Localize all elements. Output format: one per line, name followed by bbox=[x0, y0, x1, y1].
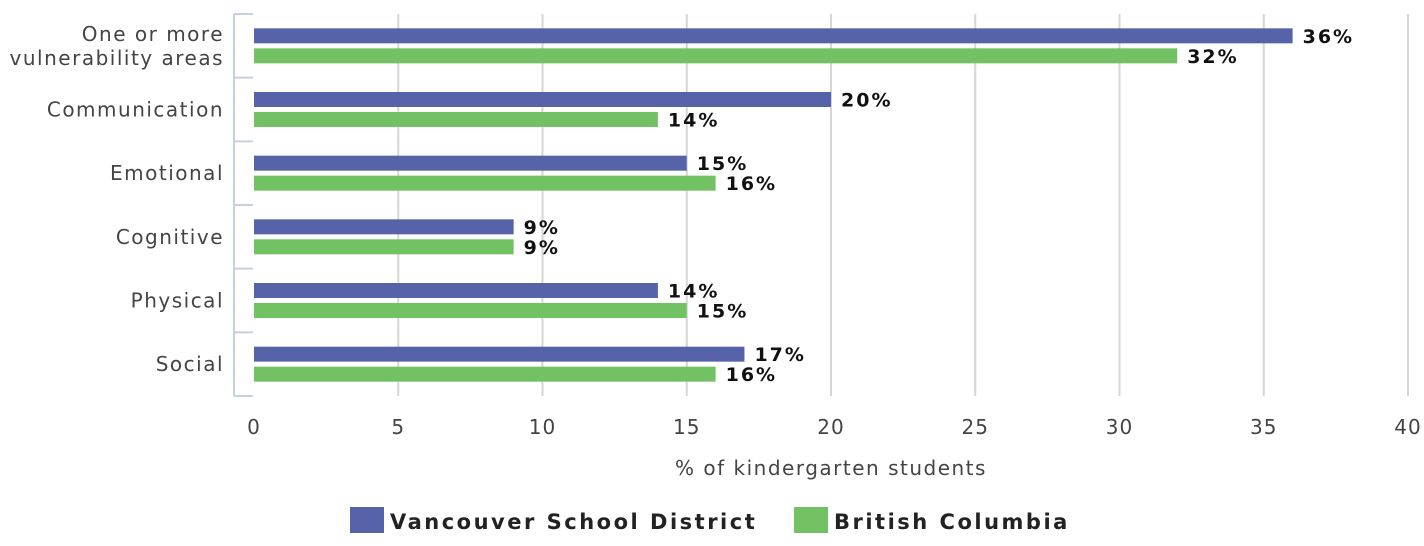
bar-bc bbox=[254, 48, 1178, 64]
data-label: 9% bbox=[524, 217, 560, 239]
legend-swatch bbox=[794, 507, 828, 533]
bar-vancouver bbox=[254, 219, 514, 235]
data-label: 9% bbox=[524, 237, 560, 259]
data-label: 32% bbox=[1187, 46, 1238, 68]
gridlines bbox=[397, 14, 1409, 396]
x-axis-title: % of kindergarten students bbox=[675, 456, 987, 480]
x-tick-labels: 0 5 10 15 20 25 30 35 40 bbox=[247, 415, 1421, 439]
data-label: 16% bbox=[726, 364, 777, 386]
legend: Vancouver School District British Columbi… bbox=[350, 507, 1070, 534]
data-label: 15% bbox=[697, 153, 748, 175]
legend-label: Vancouver School District bbox=[390, 510, 757, 534]
x-tick-label: 15 bbox=[673, 415, 700, 439]
bar-bc bbox=[254, 366, 716, 382]
data-label: 36% bbox=[1303, 26, 1354, 48]
category-label: Communication bbox=[47, 98, 224, 122]
data-label: 14% bbox=[668, 281, 719, 303]
bar-vancouver bbox=[254, 283, 658, 298]
category-label: Emotional bbox=[110, 161, 224, 185]
x-tick-label: 0 bbox=[247, 415, 261, 439]
bar-bc bbox=[254, 239, 514, 255]
bar-vancouver bbox=[254, 155, 687, 171]
x-tick-label: 5 bbox=[391, 415, 405, 439]
legend-swatch bbox=[350, 507, 384, 533]
category-label: One or more bbox=[82, 22, 224, 46]
bars: 36%32%20%14%15%16%9%9%14%15%17%16% bbox=[254, 26, 1354, 386]
category-label: Physical bbox=[131, 289, 224, 313]
category-label: Cognitive bbox=[116, 225, 224, 249]
data-label: 16% bbox=[726, 173, 777, 195]
data-label: 14% bbox=[668, 110, 719, 132]
x-tick-label: 40 bbox=[1394, 415, 1421, 439]
bar-vancouver bbox=[254, 28, 1293, 44]
x-tick-label: 35 bbox=[1250, 415, 1277, 439]
bar-vancouver bbox=[254, 346, 745, 362]
x-tick-label: 10 bbox=[529, 415, 556, 439]
data-label: 20% bbox=[841, 90, 892, 112]
data-label: 17% bbox=[754, 344, 805, 366]
bar-bc bbox=[254, 112, 658, 127]
bar-bc bbox=[254, 175, 716, 191]
category-label: Social bbox=[156, 352, 224, 376]
x-tick-label: 30 bbox=[1106, 415, 1133, 439]
bar-bc bbox=[254, 303, 687, 318]
category-label: vulnerability areas bbox=[10, 46, 224, 70]
data-label: 15% bbox=[697, 301, 748, 323]
bar-vancouver bbox=[254, 92, 831, 107]
category-axis bbox=[233, 13, 253, 397]
legend-label: British Columbia bbox=[834, 510, 1070, 534]
x-tick-label: 20 bbox=[817, 415, 844, 439]
x-tick-label: 25 bbox=[962, 415, 989, 439]
